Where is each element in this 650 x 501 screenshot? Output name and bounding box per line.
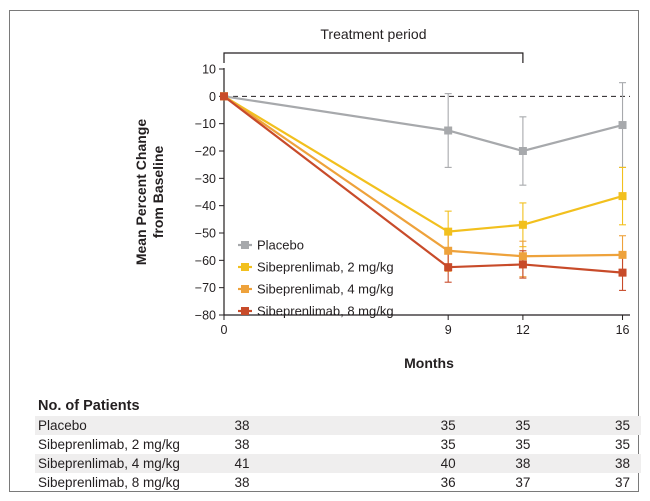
data-point-marker: [518, 252, 527, 261]
y-axis-title-line: from Baseline: [150, 145, 166, 238]
data-point-marker: [220, 92, 228, 101]
y-tick-label: −20: [195, 145, 216, 159]
patients-row-label: Placebo: [38, 418, 87, 433]
data-point-marker: [518, 260, 527, 269]
data-point-marker: [444, 227, 453, 236]
y-tick-label: −10: [195, 117, 216, 131]
legend-swatch-marker: [241, 241, 249, 249]
legend-swatch-marker: [241, 285, 249, 293]
patients-table-title: No. of Patients: [38, 398, 140, 414]
series-line: [223, 95, 623, 258]
x-axis-title: Months: [404, 355, 454, 371]
y-tick-label: −60: [195, 254, 216, 268]
y-axis-title-line: Mean Percent Change: [133, 119, 149, 265]
patients-count: 37: [615, 475, 631, 490]
y-tick-label: −30: [195, 172, 216, 186]
patients-count: 35: [440, 418, 456, 433]
legend-swatch-marker: [241, 263, 249, 271]
x-tick-label: 16: [616, 323, 630, 337]
data-point-marker: [618, 268, 627, 277]
patients-count: 38: [234, 475, 250, 490]
data-point-marker: [518, 147, 527, 155]
patients-count: 35: [515, 437, 531, 452]
y-tick-label: −80: [195, 309, 216, 323]
patients-count: 36: [440, 475, 456, 490]
line-chart: Treatment period 10 0 −10 −20 −30 −40 −50 −60 −70…: [133, 26, 630, 371]
legend-label: Sibeprenlimab, 4 mg/kg: [257, 282, 394, 297]
y-tick-label: −70: [195, 281, 216, 295]
patients-row-label: Sibeprenlimab, 2 mg/kg: [38, 437, 180, 452]
patients-row: Placebo 38 35 35 35: [35, 416, 641, 435]
patients-row-label: Sibeprenlimab, 4 mg/kg: [38, 456, 180, 471]
treatment-period-bracket: [223, 52, 524, 63]
patients-row: Sibeprenlimab, 4 mg/kg 41 40 38 38: [35, 454, 641, 473]
series-line: [223, 95, 623, 274]
patients-count: 38: [515, 456, 531, 471]
x-tick-label: 0: [221, 323, 228, 337]
series-line: [223, 95, 623, 233]
patients-table: No. of Patients Placebo 38 35 35 35 Sibeprenl…: [35, 396, 641, 492]
data-point-marker: [618, 250, 627, 259]
data-point-marker: [444, 126, 453, 135]
x-tick-label: 9: [445, 323, 452, 337]
data-point-marker: [618, 121, 627, 130]
x-tick-label: 12: [516, 323, 530, 337]
patients-count: 38: [234, 418, 250, 433]
legend-label: Sibeprenlimab, 2 mg/kg: [257, 260, 394, 275]
patients-count: 35: [615, 418, 631, 433]
series-line: [223, 95, 623, 153]
figure-frame: Treatment period 10 0 −10 −20 −30 −40 −50 −60 −70…: [9, 10, 641, 492]
legend-swatch-marker: [241, 307, 249, 315]
data-point-marker: [618, 192, 627, 201]
treatment-period-label: Treatment period: [320, 26, 426, 42]
patients-row: Sibeprenlimab, 8 mg/kg 38 36 37 37: [35, 473, 641, 492]
patients-row-label: Sibeprenlimab, 8 mg/kg: [38, 475, 180, 490]
patients-count: 35: [440, 437, 456, 452]
patients-count: 38: [615, 456, 631, 471]
patients-count: 38: [234, 437, 250, 452]
patients-count: 37: [515, 475, 531, 490]
legend-label: Sibeprenlimab, 8 mg/kg: [257, 304, 394, 319]
patients-table-rows: Placebo 38 35 35 35 Sibeprenlimab, 2 mg/kg 38 3…: [35, 416, 641, 492]
patients-count: 41: [234, 456, 250, 471]
y-tick-label: 10: [202, 63, 216, 77]
y-tick-label: −50: [195, 227, 216, 241]
data-point-marker: [444, 246, 453, 255]
patients-count: 40: [440, 456, 456, 471]
patients-count: 35: [615, 437, 631, 452]
legend-label: Placebo: [257, 238, 304, 253]
data-point-marker: [444, 263, 453, 272]
y-tick-label: 0: [209, 90, 216, 104]
data-point-marker: [518, 220, 527, 229]
patients-row: Sibeprenlimab, 2 mg/kg 38 35 35 35: [35, 435, 641, 454]
patients-count: 35: [515, 418, 531, 433]
y-tick-label: −40: [195, 199, 216, 213]
